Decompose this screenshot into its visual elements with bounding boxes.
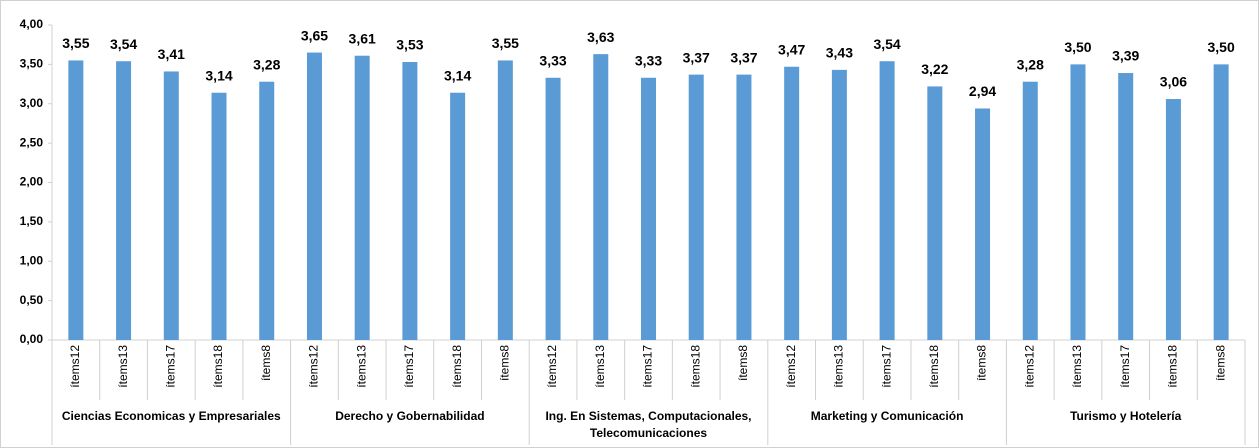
bar (1118, 73, 1134, 340)
data-label: 3,41 (158, 46, 185, 62)
bar (354, 55, 370, 341)
bar (68, 60, 84, 340)
bar (831, 69, 847, 340)
data-label: 3,39 (1112, 48, 1139, 64)
bar (593, 54, 609, 340)
data-label: 3,65 (301, 27, 328, 43)
x-tick-label: ítems18 (211, 345, 225, 388)
x-tick-label: ítems13 (832, 345, 846, 388)
data-label: 3,06 (1160, 74, 1187, 90)
bar (879, 61, 895, 340)
bar (163, 71, 179, 341)
bar (259, 81, 275, 340)
x-tick-label: ítems13 (354, 345, 368, 388)
data-label: 3,14 (205, 67, 232, 83)
bar (545, 77, 561, 340)
group-label: Turismo y Hotelería (1070, 409, 1182, 423)
bar (450, 92, 466, 340)
data-label: 3,53 (396, 37, 423, 53)
bar (641, 77, 656, 340)
x-tick-label: ítems18 (688, 345, 702, 388)
x-tick-label: ítems12 (307, 345, 321, 388)
x-tick-label: ítems18 (927, 345, 941, 388)
data-label: 3,54 (110, 36, 137, 52)
bar (497, 60, 513, 340)
data-label: 3,43 (826, 45, 853, 61)
data-label: 3,61 (349, 30, 376, 46)
group-label: Derecho y Gobernabilidad (335, 409, 485, 423)
x-tick-label: ítems8 (975, 345, 989, 381)
y-tick-label: 1,00 (20, 253, 44, 267)
y-tick-label: 4,00 (20, 17, 44, 31)
y-tick-label: 2,50 (20, 135, 44, 149)
bar (975, 108, 991, 340)
data-label: 2,94 (969, 83, 996, 99)
y-tick-label: 3,50 (20, 57, 44, 71)
group-label: Ciencias Economicas y Empresariales (61, 409, 281, 423)
data-label: 3,37 (730, 49, 757, 65)
bar (688, 74, 704, 341)
data-label: 3,54 (873, 36, 900, 52)
x-tick-label: ítems17 (163, 345, 177, 388)
data-label: 3,28 (1017, 56, 1044, 72)
x-tick-label: ítems13 (116, 345, 130, 388)
x-tick-label: ítems17 (1118, 345, 1132, 388)
x-tick-label: ítems8 (1213, 345, 1227, 381)
bar (736, 74, 752, 341)
x-tick-label: ítems12 (1022, 345, 1036, 388)
bar (1213, 64, 1229, 340)
x-tick-label: ítems8 (736, 345, 750, 381)
x-tick-label: ítems18 (1166, 345, 1180, 388)
group-label: Ing. En Sistemas, Computacionales, Telec… (545, 409, 752, 440)
data-label: 3,55 (62, 35, 89, 51)
data-label: 3,33 (635, 52, 662, 68)
x-tick-label: ítems13 (593, 345, 607, 388)
data-label: 3,55 (492, 35, 519, 51)
data-label: 3,47 (778, 41, 805, 57)
y-tick-label: 3,00 (20, 96, 44, 110)
group-label: Marketing y Comunicación (810, 409, 964, 423)
x-tick-label: ítems17 (879, 345, 893, 388)
data-label: 3,50 (1064, 39, 1091, 55)
x-tick-label: ítems17 (641, 345, 655, 388)
bar (402, 62, 418, 340)
bar (306, 52, 322, 340)
x-tick-label: ítems12 (784, 345, 798, 388)
data-label: 3,63 (587, 29, 614, 45)
bar (116, 61, 132, 340)
data-label: 3,50 (1208, 39, 1235, 55)
y-tick-label: 0,00 (20, 332, 44, 346)
x-tick-label: ítems13 (1070, 345, 1084, 388)
x-tick-label: ítems8 (259, 345, 273, 381)
x-tick-label: ítems12 (68, 345, 82, 388)
bar (784, 66, 800, 341)
bar (1022, 81, 1038, 340)
x-tick-label: ítems18 (450, 345, 464, 388)
bar (1070, 64, 1086, 340)
x-tick-label: ítems17 (402, 345, 416, 388)
y-tick-label: 2,00 (20, 175, 44, 189)
bar (211, 92, 227, 340)
data-label: 3,37 (683, 49, 710, 65)
bar (927, 86, 943, 340)
x-tick-label: ítems8 (498, 345, 512, 381)
data-label: 3,22 (921, 61, 948, 77)
y-tick-label: 0,50 (20, 293, 44, 307)
data-label: 3,28 (253, 56, 280, 72)
bar (1165, 99, 1181, 341)
data-label: 3,14 (444, 67, 471, 83)
y-tick-label: 1,50 (20, 214, 44, 228)
data-label: 3,33 (539, 52, 566, 68)
x-tick-label: ítems12 (545, 345, 559, 388)
